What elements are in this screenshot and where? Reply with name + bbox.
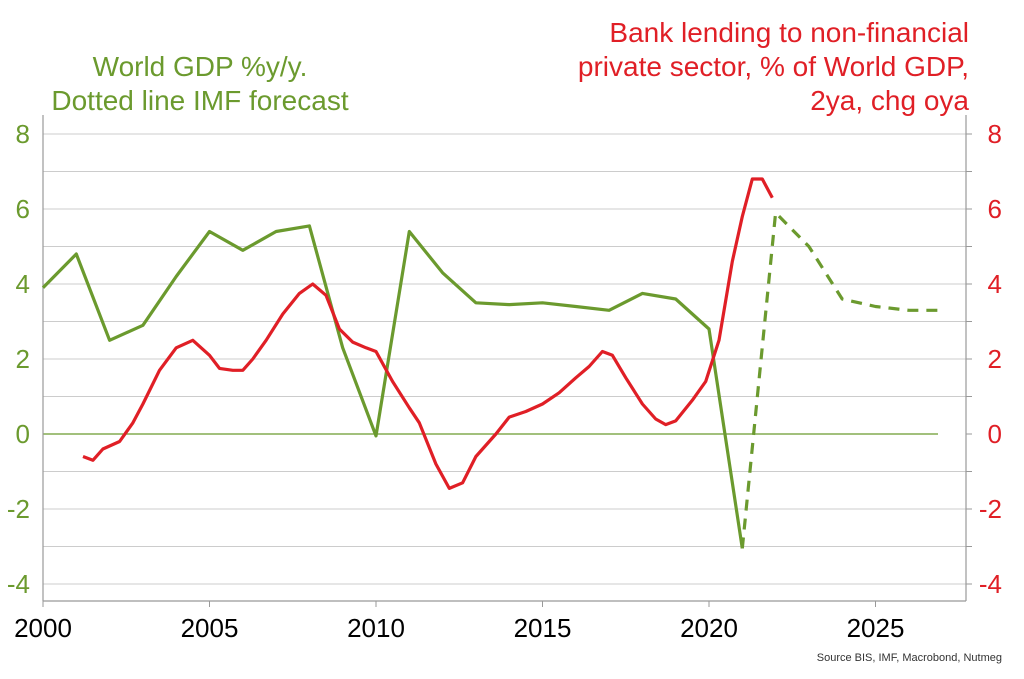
- x-tick-label: 2015: [514, 613, 572, 643]
- right-y-tick-label: 2: [988, 344, 1002, 374]
- left-title-line-1: World GDP %y/y.: [92, 51, 308, 82]
- axes: [42, 115, 972, 607]
- x-tick-label: 2025: [847, 613, 905, 643]
- series-line-gdp_forecast: [740, 211, 943, 549]
- series-line-bank_lending: [82, 177, 774, 490]
- series-line-gdp_actual: [41, 224, 744, 549]
- left-y-tick-label: 6: [16, 194, 30, 224]
- x-tick-label: 2010: [347, 613, 405, 643]
- left-title-line-2: Dotted line IMF forecast: [51, 85, 349, 116]
- left-y-tick-label: 4: [16, 269, 30, 299]
- right-y-tick-label: 6: [988, 194, 1002, 224]
- left-y-tick-label: 2: [16, 344, 30, 374]
- left-y-tick-label: 0: [16, 419, 30, 449]
- right-axis-title: Bank lending to non-financial private se…: [469, 16, 969, 118]
- right-title-line-2: private sector, % of World GDP,: [577, 51, 969, 82]
- source-note: Source BIS, IMF, Macrobond, Nutmeg: [816, 652, 1002, 664]
- right-y-tick-label: 0: [988, 419, 1002, 449]
- right-title-line-3: 2ya, chg oya: [810, 85, 969, 116]
- right-y-tick-label: -4: [979, 569, 1002, 599]
- x-tick-label: 2020: [680, 613, 738, 643]
- right-title-line-1: Bank lending to non-financial: [609, 17, 969, 48]
- left-y-tick-label: -2: [7, 494, 30, 524]
- series-lines: [41, 177, 943, 549]
- left-y-tick-label: -4: [7, 569, 30, 599]
- right-y-tick-label: 8: [988, 119, 1002, 149]
- gridlines: [43, 133, 966, 585]
- left-axis-title: World GDP %y/y. Dotted line IMF forecast: [0, 50, 400, 118]
- x-tick-label: 2005: [181, 613, 239, 643]
- x-tick-label: 2000: [14, 613, 72, 643]
- tick-labels: 2000 2005 2010 2015 2020 2025 8 6 4 2 0 -2 -4 8 6 4 2 0 -2…: [7, 119, 1002, 643]
- left-y-tick-label: 8: [16, 119, 30, 149]
- right-y-tick-label: -2: [979, 494, 1002, 524]
- right-y-tick-label: 4: [988, 269, 1002, 299]
